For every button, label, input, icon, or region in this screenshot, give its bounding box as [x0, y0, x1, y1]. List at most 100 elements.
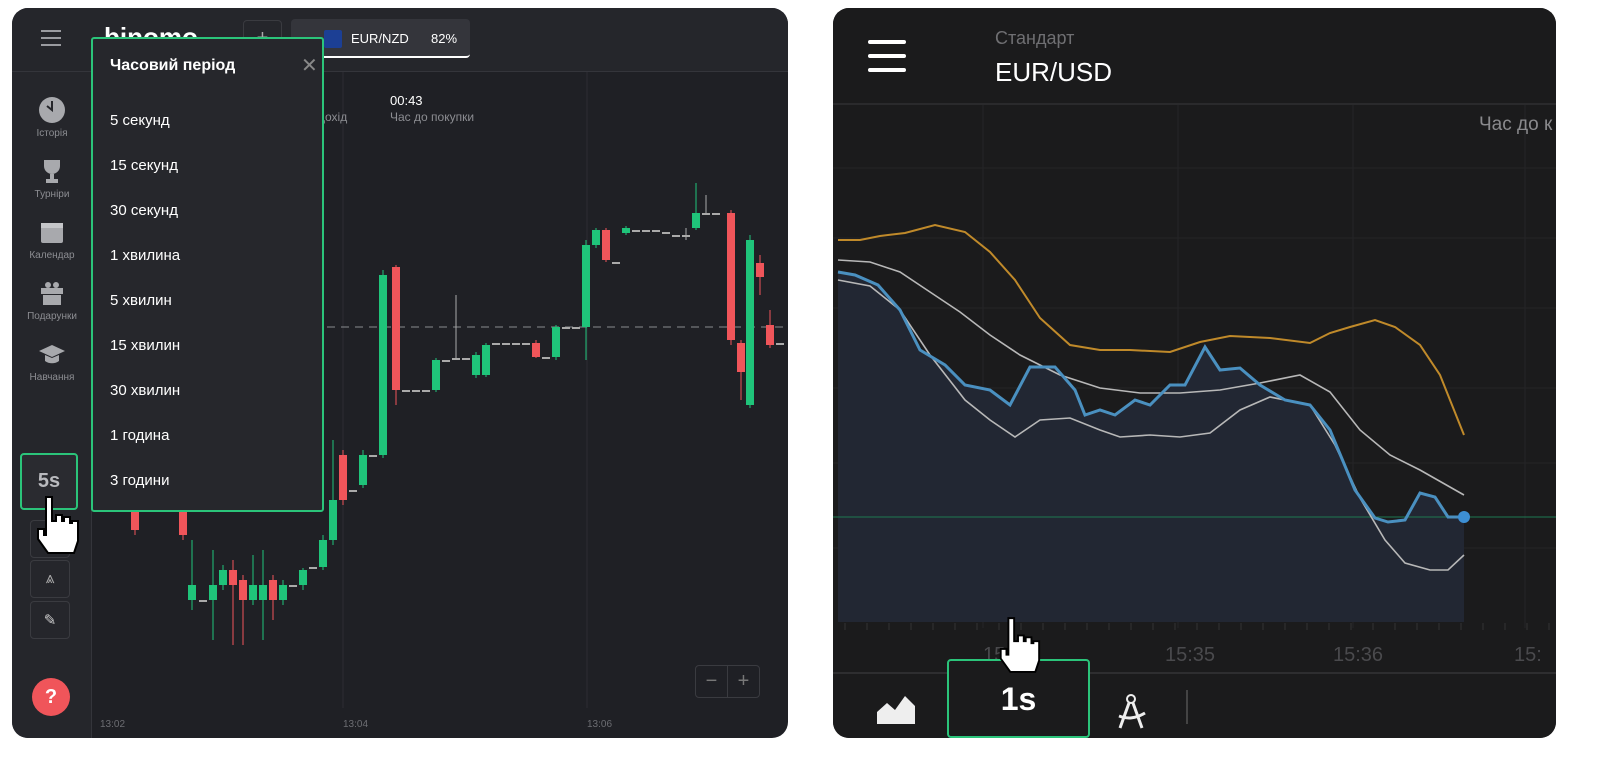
candle-body	[179, 510, 187, 535]
candle-body	[319, 540, 327, 567]
candle-body	[662, 232, 670, 234]
candle-body	[412, 390, 420, 392]
candle-body	[727, 213, 735, 340]
candle-body	[249, 585, 257, 600]
candle-body	[269, 580, 277, 600]
sidebar-item-education[interactable]: Навчання	[12, 340, 92, 383]
moving-average-line	[838, 223, 1465, 436]
menu-icon[interactable]	[868, 40, 906, 72]
candle-body	[512, 343, 520, 345]
time-label: 13:06	[587, 719, 613, 730]
candle-body	[219, 570, 227, 585]
divider	[1186, 690, 1188, 724]
candle-body	[432, 360, 440, 390]
zoom-in-button[interactable]: +	[737, 670, 750, 692]
candle-body	[702, 213, 710, 215]
candle-body	[582, 245, 590, 327]
account-type: Стандарт	[995, 28, 1075, 48]
candle-body	[522, 343, 530, 345]
timeframe-option[interactable]: 15 хвилин	[110, 337, 181, 354]
moving-average-line	[837, 259, 1465, 496]
asset-name[interactable]: EUR/USD	[995, 57, 1113, 87]
sidebar-item-history[interactable]: Історія	[12, 96, 92, 139]
candle-body	[279, 585, 287, 600]
candle-body	[131, 500, 139, 530]
candle-body	[452, 358, 460, 360]
candle-body	[239, 580, 247, 600]
help-button[interactable]: ?	[32, 678, 70, 716]
candle-body	[199, 600, 207, 602]
candle-body	[592, 230, 600, 245]
sidebar-item-tournaments[interactable]: Турніри	[12, 157, 92, 200]
price-area	[838, 272, 1464, 622]
candle-body	[472, 355, 480, 375]
timer-label: Час до к	[1479, 114, 1553, 135]
candle-body	[349, 490, 357, 492]
timeframe-option[interactable]: 15 секунд	[110, 157, 178, 174]
flag-icon	[324, 30, 342, 48]
bottom-toolbar	[833, 672, 1556, 738]
time-label: 13:02	[100, 719, 126, 730]
candle-body	[572, 327, 580, 329]
candle-body	[259, 585, 267, 600]
timeframe-option[interactable]: 30 хвилин	[110, 382, 181, 399]
candle-body	[462, 358, 470, 360]
line-chart[interactable]	[833, 8, 1556, 738]
candle-body	[562, 327, 570, 329]
timer-label: Час до покупки	[390, 110, 475, 124]
timeframe-option[interactable]: 5 секунд	[110, 112, 170, 129]
moving-average-line	[837, 279, 1465, 571]
candle-body	[602, 230, 610, 260]
gift-icon	[41, 282, 63, 305]
menu-icon[interactable]	[41, 25, 61, 51]
sidebar-item-gifts[interactable]: Подарунки	[12, 279, 92, 322]
candle-body	[422, 390, 430, 392]
candle-body	[379, 275, 387, 455]
price-line	[837, 270, 1464, 524]
draw-button[interactable]: ✎	[30, 601, 70, 639]
timeframe-popup: Часовий період ✕ 5 секунд 15 секунд 30 сек…	[91, 37, 324, 512]
payout: 82%	[431, 31, 458, 46]
candle-body	[359, 455, 367, 485]
trophy-icon	[44, 160, 60, 183]
time-label: 13:04	[343, 719, 369, 730]
timeframe-option[interactable]: 1 хвилина	[110, 247, 181, 264]
candle-body	[612, 262, 620, 264]
time-label: 15:35	[1165, 644, 1216, 666]
timeframe-option[interactable]: 30 секунд	[110, 202, 178, 219]
candle-body	[672, 235, 680, 237]
zoom-controls: − +	[695, 665, 760, 698]
sidebar-item-calendar[interactable]: Календар	[12, 218, 92, 261]
current-price-dot	[1458, 511, 1470, 523]
candle-body	[502, 343, 510, 345]
area-chart-icon[interactable]	[877, 694, 915, 724]
candle-body	[289, 585, 297, 587]
timeframe-option[interactable]: 1 година	[110, 427, 170, 444]
timer: 00:43	[390, 93, 423, 108]
time-label: 15:	[1514, 644, 1542, 666]
candle-body	[209, 585, 217, 600]
candle-body	[229, 570, 237, 585]
zoom-out-button[interactable]: −	[696, 666, 728, 697]
close-icon[interactable]: ✕	[301, 55, 318, 77]
candle-body	[642, 230, 650, 232]
time-label: 15:36	[1333, 644, 1384, 666]
candle-body	[532, 343, 540, 357]
candle-body	[442, 360, 450, 362]
calendar-icon	[41, 223, 63, 243]
candle-body	[632, 230, 640, 232]
candlestick-chart[interactable]	[12, 8, 788, 738]
indicators-button[interactable]: ⩓	[30, 560, 70, 598]
timeframe-option[interactable]: 3 години	[110, 472, 170, 489]
pencil-icon: ✎	[43, 612, 57, 629]
timeframe-option[interactable]: 5 хвилин	[110, 292, 172, 309]
candle-body	[492, 343, 500, 345]
compass-icon[interactable]	[1115, 694, 1147, 730]
candle-body	[652, 230, 660, 232]
candle-body	[369, 455, 377, 457]
right-trading-app: Стандарт EUR/USD Час до к 15: 15:35 15:3…	[833, 8, 1556, 738]
candle-body	[188, 585, 196, 600]
asset-name: EUR/NZD	[351, 31, 409, 46]
candle-body	[766, 325, 774, 345]
candle-body	[552, 327, 560, 357]
